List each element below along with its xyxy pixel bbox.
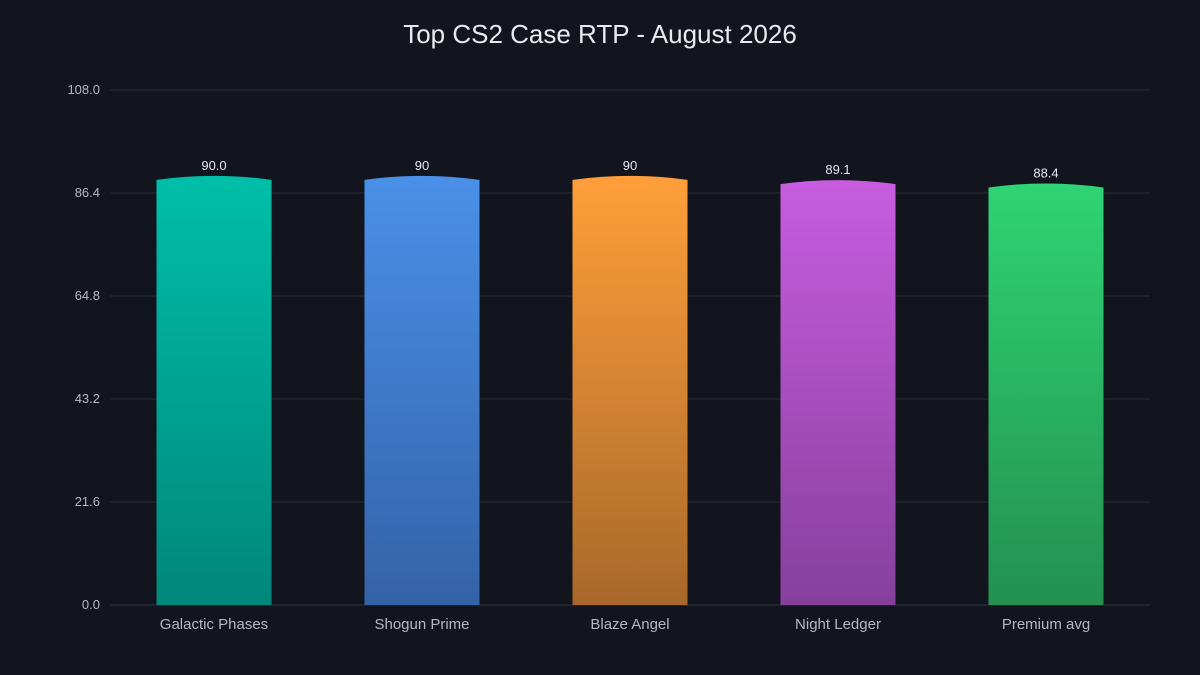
chart-title: Top CS2 Case RTP - August 2026 <box>403 19 797 49</box>
bar-layer <box>156 175 1104 606</box>
x-tick-label: Night Ledger <box>795 616 881 633</box>
data-label: 90 <box>415 158 429 173</box>
x-tick-label: Blaze Angel <box>590 616 669 633</box>
y-tick-label: 86.4 <box>75 185 100 200</box>
x-tick-label: Shogun Prime <box>374 616 469 633</box>
bar-night-ledger <box>780 180 896 605</box>
data-label: 90 <box>623 158 637 173</box>
y-tick-label: 21.6 <box>75 494 100 509</box>
bar-blaze-angel <box>572 175 688 606</box>
y-tick-label: 64.8 <box>75 288 100 303</box>
x-tick-label: Galactic Phases <box>160 616 268 633</box>
bar-galactic-phases <box>156 175 272 606</box>
y-tick-label: 0.0 <box>82 597 100 612</box>
bar-premium-avg <box>988 183 1104 606</box>
data-label: 88.4 <box>1033 165 1058 180</box>
bar-shogun-prime <box>364 175 480 606</box>
data-label: 90.0 <box>201 158 226 173</box>
y-tick-label: 108.0 <box>67 82 100 97</box>
data-label: 89.1 <box>825 162 850 177</box>
x-tick-label: Premium avg <box>1002 616 1090 633</box>
y-tick-label: 43.2 <box>75 391 100 406</box>
label-layer: 0.0 21.6 43.2 64.8 86.4 108.0 90.0 Galactic Pha… <box>67 82 1090 633</box>
